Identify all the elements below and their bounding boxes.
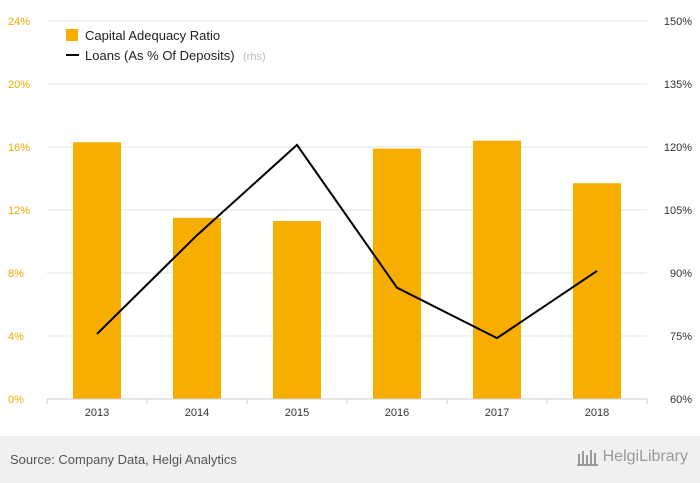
brand-name: HelgiLibrary <box>602 448 688 465</box>
y-left-tick-label: 24% <box>8 16 30 28</box>
bars <box>73 140 621 399</box>
legend-label-bar: Capital Adequacy Ratio <box>85 28 220 43</box>
x-axis: 2013 2014 2015 2016 2017 2018 <box>46 398 648 419</box>
y-left-tick-label: 16% <box>8 142 30 154</box>
y-right-tick-label: 150% <box>664 16 692 28</box>
y-left-tick-label: 12% <box>8 205 30 217</box>
x-tick-label: 2017 <box>485 407 509 419</box>
x-tick-label: 2015 <box>285 407 309 419</box>
line-series <box>96 143 598 340</box>
legend-rhs-note: (rhs) <box>243 51 266 63</box>
y-right-tick-label: 75% <box>670 331 692 343</box>
y-left-tick-label: 20% <box>8 79 30 91</box>
legend-label-line-group: Loans (As % Of Deposits) (rhs) <box>85 47 266 64</box>
y-left-tick-label: 8% <box>8 268 24 280</box>
footer: Source: Company Data, Helgi Analytics He… <box>0 436 700 483</box>
brand-logo[interactable]: HelgiLibrary <box>576 448 688 466</box>
legend-label-line: Loans (As % Of Deposits) <box>85 48 235 63</box>
bar-2018 <box>573 183 621 399</box>
legend-swatch-bar <box>66 29 78 41</box>
bar-2016 <box>373 148 421 399</box>
x-tick-label: 2016 <box>385 407 409 419</box>
library-icon <box>576 450 598 466</box>
legend: Capital Adequacy Ratio Loans (As % Of De… <box>66 28 266 64</box>
y-axis-right: 60% 75% 90% 105% 120% 135% 150% <box>664 16 692 406</box>
x-tick-label: 2018 <box>585 407 609 419</box>
y-right-tick-label: 135% <box>664 79 692 91</box>
y-right-tick-label: 105% <box>664 205 692 217</box>
x-tick-label: 2013 <box>85 407 109 419</box>
grid <box>47 20 647 400</box>
y-right-tick-label: 90% <box>670 268 692 280</box>
bar-2013 <box>73 142 121 399</box>
loans-line <box>96 143 598 340</box>
y-axis-left: 0% 4% 8% 12% 16% 20% 24% <box>8 16 30 406</box>
source-text: Source: Company Data, Helgi Analytics <box>10 452 237 467</box>
x-tick-label: 2014 <box>185 407 209 419</box>
y-right-tick-label: 60% <box>670 394 692 406</box>
y-left-tick-label: 0% <box>8 394 24 406</box>
chart: 2013 2014 2015 2016 2017 2018 0% 4% 8% 12% 16% 20%… <box>8 16 692 419</box>
bar-2017 <box>473 140 521 399</box>
y-left-tick-label: 4% <box>8 331 24 343</box>
bar-2014 <box>173 217 221 399</box>
y-right-tick-label: 120% <box>664 142 692 154</box>
bar-2015 <box>273 221 321 399</box>
